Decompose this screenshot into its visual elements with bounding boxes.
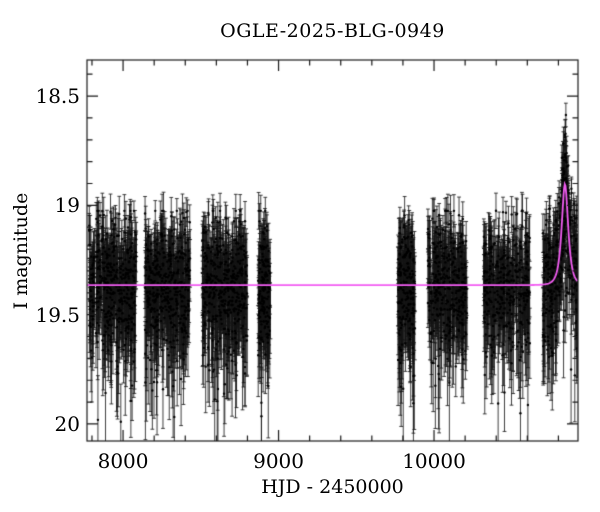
y-tick-label: 18.5 <box>35 84 80 109</box>
y-tick-label: 19.5 <box>35 302 80 327</box>
x-axis-label: HJD - 2450000 <box>261 476 404 498</box>
y-tick-label: 20 <box>54 411 80 436</box>
x-tick-label: 10000 <box>402 449 466 473</box>
chart-title: OGLE-2025-BLG-0949 <box>220 20 445 42</box>
x-tick-label: 8000 <box>97 449 149 473</box>
y-axis-label: I magnitude <box>10 192 32 310</box>
x-tick-label: 9000 <box>253 449 304 473</box>
y-tick-label: 19 <box>54 193 80 218</box>
